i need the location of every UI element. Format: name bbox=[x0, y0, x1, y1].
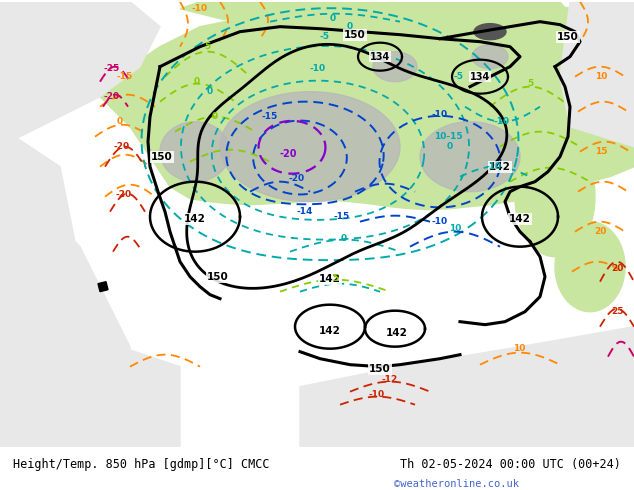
Text: 25: 25 bbox=[611, 307, 623, 316]
Polygon shape bbox=[98, 282, 108, 292]
Polygon shape bbox=[0, 167, 130, 447]
Text: 5: 5 bbox=[527, 79, 533, 88]
Polygon shape bbox=[373, 51, 417, 82]
Text: -20: -20 bbox=[114, 142, 130, 151]
Text: 0: 0 bbox=[212, 112, 218, 121]
Text: 142: 142 bbox=[489, 162, 511, 172]
Text: 10-15: 10-15 bbox=[434, 132, 462, 141]
Polygon shape bbox=[472, 45, 508, 69]
Text: 10: 10 bbox=[513, 344, 525, 353]
Text: 0: 0 bbox=[341, 234, 347, 243]
Text: 150: 150 bbox=[151, 152, 173, 162]
Text: 0: 0 bbox=[330, 14, 336, 23]
Text: 142: 142 bbox=[184, 214, 206, 223]
Polygon shape bbox=[560, 1, 634, 147]
Text: 20: 20 bbox=[611, 264, 623, 273]
Text: -10: -10 bbox=[494, 117, 510, 126]
Text: -10: -10 bbox=[432, 110, 448, 119]
Text: 150: 150 bbox=[557, 32, 579, 42]
Polygon shape bbox=[555, 221, 625, 312]
Text: 5: 5 bbox=[332, 274, 338, 283]
Text: 142: 142 bbox=[509, 214, 531, 223]
Text: 0: 0 bbox=[194, 77, 200, 86]
Text: -20: -20 bbox=[116, 190, 132, 199]
Text: 10: 10 bbox=[595, 72, 607, 81]
Text: -10: -10 bbox=[486, 162, 502, 171]
Text: -20: -20 bbox=[104, 92, 120, 101]
Text: 142: 142 bbox=[319, 326, 341, 336]
Text: 10: 10 bbox=[449, 224, 461, 233]
Text: -10: -10 bbox=[192, 4, 208, 13]
Polygon shape bbox=[0, 127, 100, 447]
Text: -14: -14 bbox=[297, 207, 313, 216]
Polygon shape bbox=[220, 92, 400, 202]
Text: 0: 0 bbox=[447, 142, 453, 151]
Text: 150: 150 bbox=[344, 30, 366, 40]
Text: 5: 5 bbox=[204, 42, 210, 51]
Polygon shape bbox=[515, 137, 595, 257]
Text: -10: -10 bbox=[310, 64, 326, 73]
Text: -12: -12 bbox=[382, 375, 398, 384]
Polygon shape bbox=[180, 1, 580, 42]
Text: 150: 150 bbox=[207, 271, 229, 282]
Text: ©weatheronline.co.uk: ©weatheronline.co.uk bbox=[394, 479, 519, 489]
Text: 20: 20 bbox=[594, 227, 606, 236]
Text: -15: -15 bbox=[334, 212, 350, 221]
Text: 0: 0 bbox=[117, 117, 123, 126]
Text: 15: 15 bbox=[595, 147, 607, 156]
Text: -10: -10 bbox=[432, 217, 448, 226]
Text: -5: -5 bbox=[453, 72, 463, 81]
Text: -15: -15 bbox=[262, 112, 278, 121]
Text: 0: 0 bbox=[207, 87, 213, 96]
Text: -5: -5 bbox=[320, 32, 330, 41]
Polygon shape bbox=[300, 327, 634, 447]
Text: 150: 150 bbox=[369, 364, 391, 374]
Polygon shape bbox=[474, 24, 506, 40]
Text: 0: 0 bbox=[347, 22, 353, 31]
Text: 134: 134 bbox=[370, 51, 390, 62]
Text: -20: -20 bbox=[289, 174, 305, 183]
Text: 134: 134 bbox=[470, 72, 490, 82]
Text: -15: -15 bbox=[117, 72, 133, 81]
Polygon shape bbox=[420, 1, 634, 67]
Text: Height/Temp. 850 hPa [gdmp][°C] CMCC: Height/Temp. 850 hPa [gdmp][°C] CMCC bbox=[13, 458, 269, 471]
Text: Th 02-05-2024 00:00 UTC (00+24): Th 02-05-2024 00:00 UTC (00+24) bbox=[401, 458, 621, 471]
Polygon shape bbox=[0, 327, 180, 447]
Text: 142: 142 bbox=[386, 328, 408, 338]
Polygon shape bbox=[420, 122, 520, 192]
Polygon shape bbox=[0, 1, 160, 147]
Polygon shape bbox=[160, 122, 230, 182]
Text: -25: -25 bbox=[104, 64, 120, 73]
Text: -20: -20 bbox=[279, 148, 297, 159]
Polygon shape bbox=[80, 9, 634, 210]
Text: 142: 142 bbox=[319, 274, 341, 284]
Text: -10: -10 bbox=[369, 390, 385, 399]
